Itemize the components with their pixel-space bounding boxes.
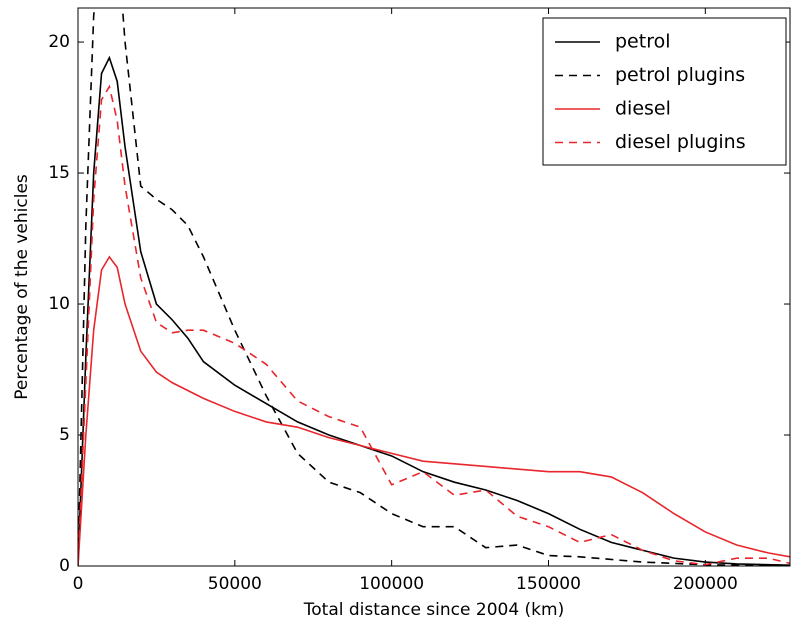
y-tick-label: 20 — [48, 32, 70, 52]
y-tick-label: 10 — [48, 294, 70, 314]
x-tick-label: 0 — [73, 574, 84, 594]
legend-label: petrol plugins — [615, 64, 745, 86]
series-line — [78, 84, 790, 566]
y-axis-label: Percentage of the vehicles — [12, 174, 32, 400]
x-tick-label: 200000 — [673, 574, 738, 594]
y-tick-label: 0 — [59, 556, 70, 576]
x-tick-label: 100000 — [359, 574, 424, 594]
plot-frame — [77, 7, 791, 567]
legend-label: petrol — [615, 31, 671, 53]
x-tick-label: 150000 — [516, 574, 581, 594]
x-tick-label: 50000 — [208, 574, 262, 594]
series-line — [78, 255, 790, 566]
y-tick-label: 5 — [59, 425, 70, 445]
x-axis-label: Total distance since 2004 (km) — [303, 600, 564, 620]
y-tick-label: 15 — [48, 163, 70, 183]
plot-lines — [78, 8, 790, 566]
legend-label: diesel plugins — [615, 131, 746, 153]
legend-label: diesel — [615, 98, 671, 120]
